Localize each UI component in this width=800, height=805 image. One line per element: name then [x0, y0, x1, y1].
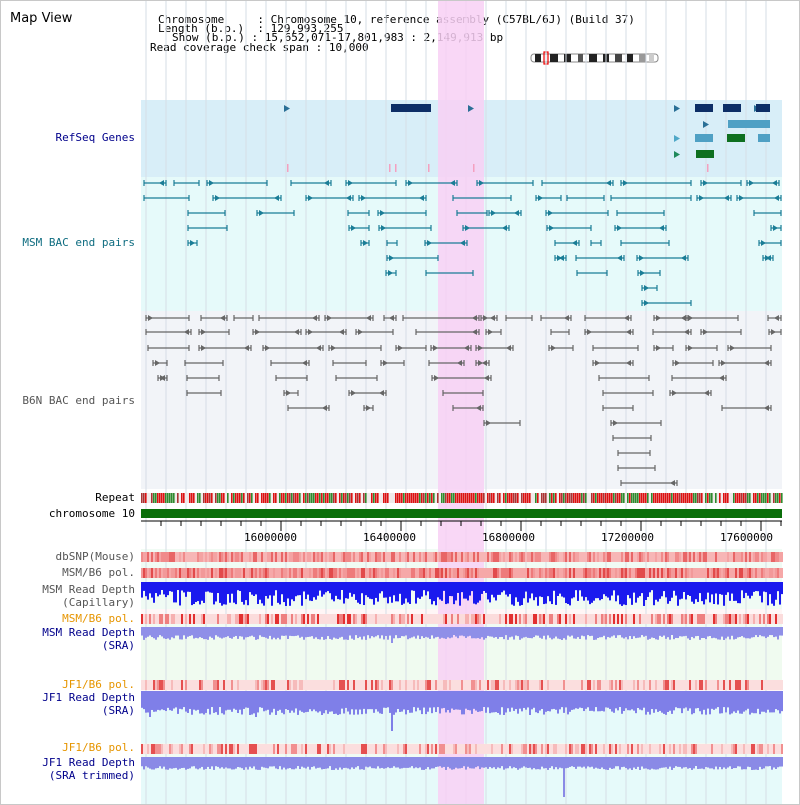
ruler-tick-4: 17200000 [601, 531, 654, 544]
chromosome-ideogram[interactable] [530, 51, 659, 65]
b6n-bac-end-pairs[interactable] [145, 315, 782, 486]
track-label-msm-bac: MSM BAC end pairs [22, 236, 135, 249]
repeat-track[interactable] [141, 493, 783, 503]
position-ruler [141, 520, 782, 531]
msm-bac-end-pairs[interactable] [143, 180, 782, 306]
ruler-tick-1: 16000000 [244, 531, 297, 544]
length-info: Length (b.p.) : 129,993,255 [158, 22, 344, 35]
map-view-title: Map View [10, 11, 73, 26]
highlight-region[interactable] [438, 1, 484, 805]
track-label-refseq: RefSeq Genes [55, 131, 135, 144]
coverage-info: Read coverage check span : 10,000 [150, 41, 369, 54]
refseq-gene-features[interactable] [284, 104, 770, 172]
ruler-tick-2: 16400000 [363, 531, 416, 544]
length-label: Length (b.p.) [158, 22, 245, 35]
track-label-jf1-depth-trim-2: (SRA trimmed) [48, 769, 135, 782]
track-label-jf1-b6-pol-2: JF1/B6 pol. [62, 741, 135, 754]
track-label-repeat: Repeat [95, 491, 135, 504]
track-label-jf1-depth-sra-1: JF1 Read Depth [42, 691, 135, 704]
track-label-dbsnp: dbSNP(Mouse) [55, 550, 135, 563]
track-label-msm-depth-cap-1: MSM Read Depth [42, 583, 135, 596]
track-label-b6n-bac: B6N BAC end pairs [22, 394, 135, 407]
read-depth-tracks[interactable] [141, 582, 783, 797]
track-label-jf1-depth-sra-2: (SRA) [101, 704, 135, 717]
track-label-msm-depth-sra-2: (SRA) [101, 639, 135, 652]
track-label-msm-b6-pol-2: MSM/B6 pol. [62, 612, 135, 625]
ruler-tick-5: 17600000 [720, 531, 773, 544]
chromosome-label: Chromosome [158, 13, 225, 26]
ruler-tick-3: 16800000 [482, 531, 535, 544]
track-label-jf1-b6-pol-1: JF1/B6 pol. [62, 678, 135, 691]
track-label-jf1-depth-trim-1: JF1 Read Depth [42, 756, 135, 769]
coverage-value: 10,000 [328, 41, 369, 54]
track-label-msm-depth-sra-1: MSM Read Depth [42, 626, 135, 639]
track-label-chromosome: chromosome 10 [48, 507, 135, 520]
length-value: 129,993,255 [270, 22, 344, 35]
chromosome-bar[interactable] [141, 509, 782, 518]
track-label-msm-b6-pol-1: MSM/B6 pol. [62, 566, 135, 579]
track-label-msm-depth-cap-2: (Capillary) [62, 596, 135, 609]
grid-lines [145, 1, 767, 804]
show-label: Show (b.p.) [172, 31, 245, 44]
polymorphism-heat-tracks[interactable] [141, 552, 783, 754]
coverage-label: Read coverage check span [150, 41, 309, 54]
